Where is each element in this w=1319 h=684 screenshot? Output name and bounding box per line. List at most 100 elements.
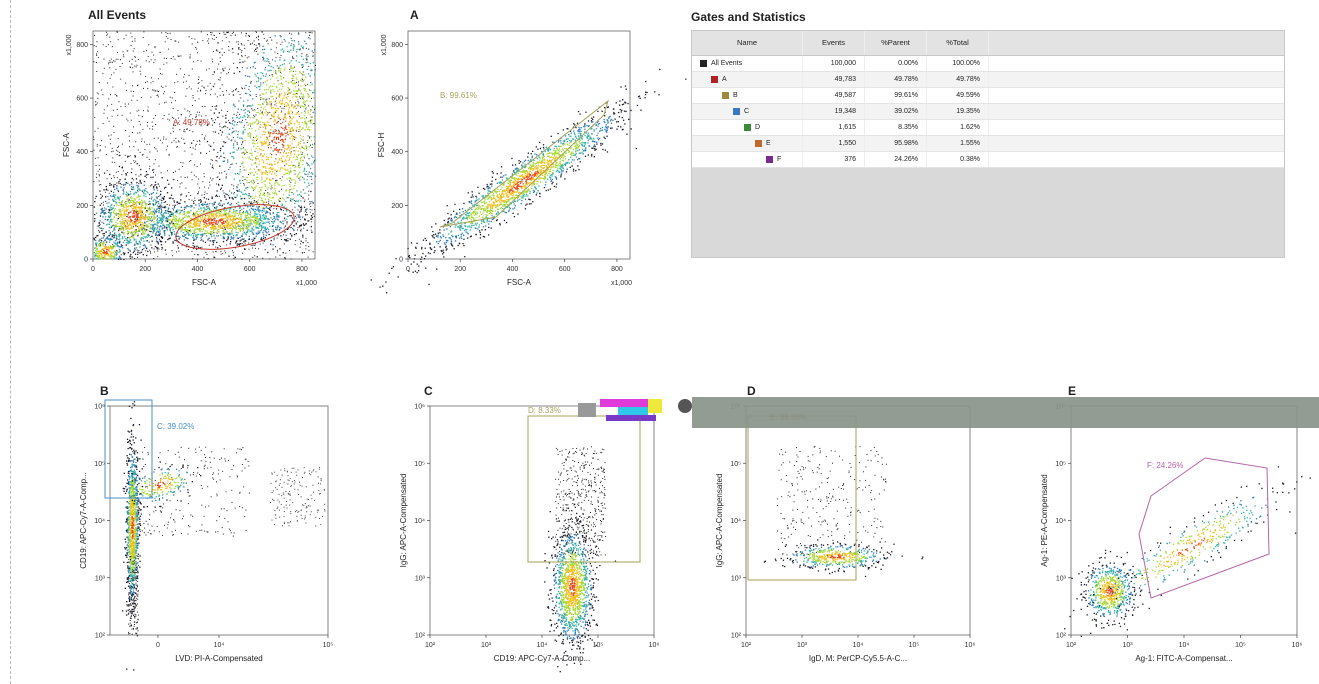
event-dot <box>293 225 295 227</box>
event-dot <box>281 133 284 135</box>
plot-all-events[interactable]: 0 200 400 600 800 0 200 400 600 800 FSC-A FSC-A x1,0… <box>55 25 330 300</box>
event-dot <box>137 211 139 213</box>
event-dot <box>99 145 101 146</box>
event-dot <box>149 203 151 205</box>
event-dot <box>240 227 243 230</box>
event-dot <box>185 229 187 231</box>
event-dot <box>303 79 305 81</box>
event-dot <box>270 103 272 105</box>
event-dot <box>212 159 213 161</box>
event-dot <box>267 70 269 72</box>
event-dot <box>211 240 214 242</box>
event-dot <box>298 162 300 164</box>
event-dot <box>249 224 251 227</box>
event-dot <box>290 154 292 156</box>
event-dot <box>219 123 221 125</box>
event-dot <box>134 191 136 193</box>
event-dot <box>303 142 305 144</box>
event-dot <box>263 218 265 220</box>
event-dot <box>271 184 273 186</box>
event-dot <box>193 233 195 235</box>
event-dot <box>166 179 169 181</box>
event-dot <box>270 105 273 107</box>
event-dot <box>289 88 291 90</box>
event-dot <box>208 123 210 125</box>
event-dot <box>271 154 273 156</box>
event-dot <box>312 202 314 204</box>
event-dot <box>137 202 139 204</box>
event-dot <box>272 85 274 87</box>
event-dot <box>131 227 133 229</box>
event-dot <box>262 93 264 95</box>
event-dot <box>222 70 224 72</box>
event-dot <box>276 249 278 251</box>
event-dot <box>275 109 277 112</box>
event-dot <box>159 226 161 228</box>
event-dot <box>173 224 176 226</box>
event-dot <box>111 238 113 240</box>
event-dot <box>137 217 139 219</box>
event-dot <box>248 85 250 88</box>
event-dot <box>308 184 310 186</box>
event-dot <box>136 218 139 220</box>
event-dot <box>262 201 264 204</box>
event-dot <box>267 251 269 254</box>
event-dot <box>276 169 278 171</box>
event-dot <box>298 121 300 124</box>
event-dot <box>216 160 218 162</box>
event-dot <box>161 209 163 211</box>
event-dot <box>270 92 272 94</box>
event-dot <box>109 226 111 229</box>
event-dot <box>111 177 112 179</box>
event-dot <box>292 128 294 131</box>
event-dot <box>249 90 251 92</box>
event-dot <box>211 196 213 198</box>
event-dot <box>177 81 179 83</box>
event-dot <box>98 223 100 225</box>
event-dot <box>309 75 311 77</box>
event-dot <box>289 189 291 191</box>
event-dot <box>266 98 268 100</box>
event-dot <box>297 33 300 35</box>
event-dot <box>267 124 270 126</box>
event-dot <box>172 172 174 173</box>
event-dot <box>181 222 184 224</box>
event-dot <box>139 181 141 183</box>
event-dot <box>225 114 227 117</box>
event-dot <box>157 78 159 80</box>
event-dot <box>173 179 175 181</box>
event-dot <box>210 233 212 235</box>
event-dot <box>148 200 150 202</box>
event-dot <box>305 107 307 109</box>
event-dot <box>96 212 98 214</box>
event-dot <box>211 218 213 221</box>
event-dot <box>236 244 238 246</box>
event-dot <box>264 166 266 168</box>
event-dot <box>267 132 270 135</box>
event-dot <box>135 192 137 194</box>
event-dot <box>300 211 302 213</box>
event-dot <box>280 103 282 105</box>
event-dot <box>239 137 241 139</box>
event-dot <box>153 54 155 56</box>
event-dot <box>290 200 292 202</box>
event-dot <box>158 221 160 224</box>
event-dot <box>243 169 245 171</box>
event-dot <box>225 226 228 228</box>
event-dot <box>293 106 295 108</box>
event-dot <box>241 61 243 63</box>
event-dot <box>117 39 119 41</box>
event-dot <box>229 226 231 229</box>
event-dot <box>305 209 307 211</box>
event-dot <box>287 144 289 146</box>
event-dot <box>224 212 226 214</box>
event-dot <box>158 165 160 167</box>
event-dot <box>139 132 141 134</box>
event-dot <box>241 55 243 57</box>
event-dot <box>164 212 167 214</box>
event-dot <box>199 211 201 213</box>
event-dot <box>210 231 212 234</box>
event-dot <box>177 221 179 223</box>
event-dot <box>157 218 158 220</box>
event-dot <box>293 79 295 82</box>
